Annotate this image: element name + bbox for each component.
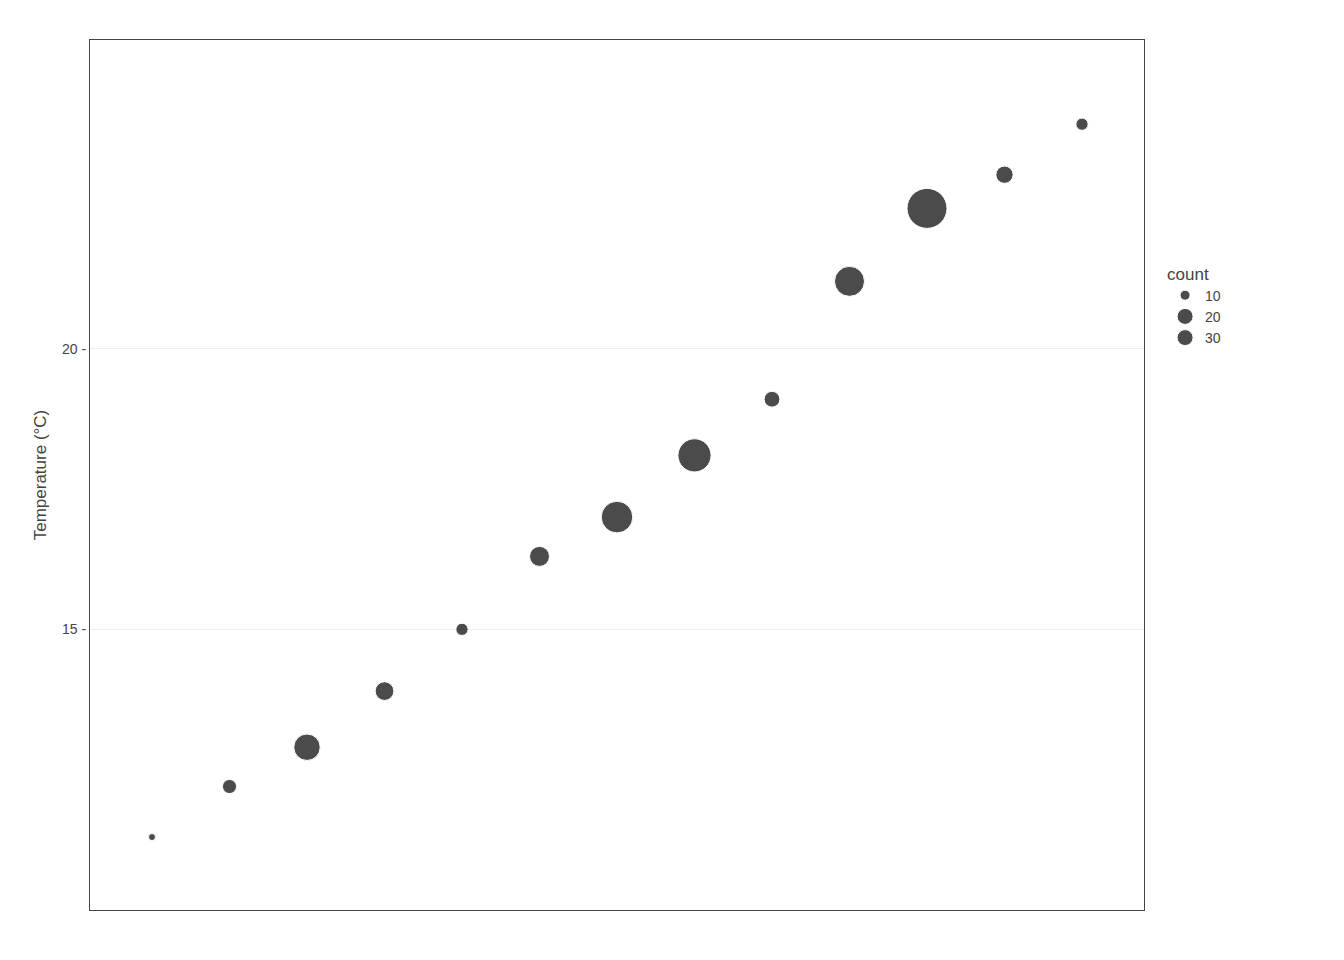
svg-text:20 -: 20 - xyxy=(62,341,86,357)
svg-text:Temperature (°C): Temperature (°C) xyxy=(31,410,50,541)
svg-text:20: 20 xyxy=(1205,309,1221,325)
svg-text:10: 10 xyxy=(1205,288,1221,304)
svg-text:30: 30 xyxy=(1205,330,1221,346)
svg-text:count: count xyxy=(1167,265,1209,284)
svg-text:15 -: 15 - xyxy=(62,621,86,637)
